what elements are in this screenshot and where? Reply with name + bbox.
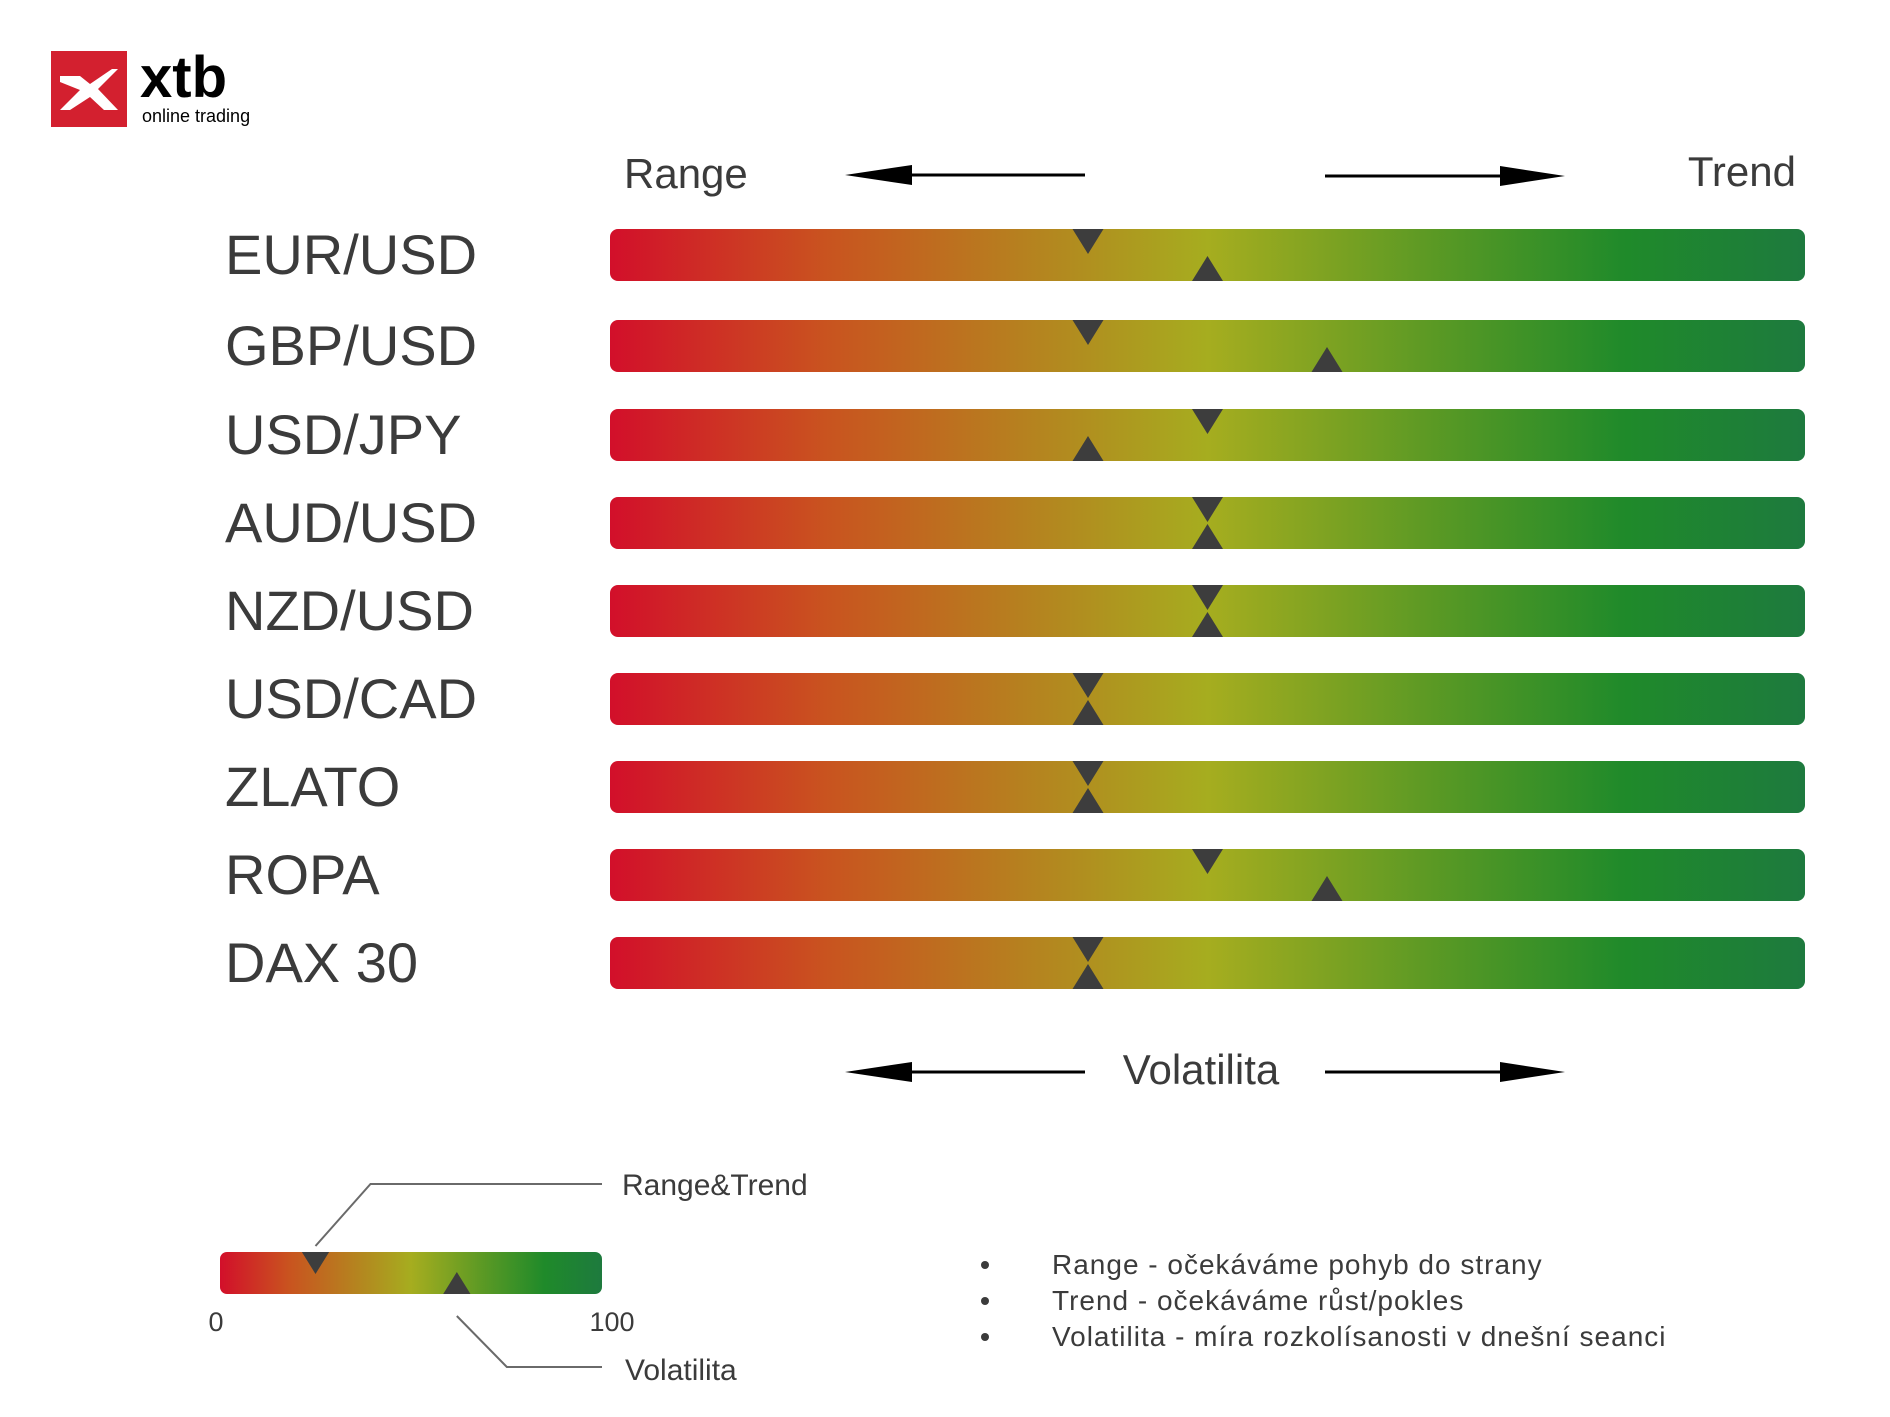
note-bullet-2 bbox=[981, 1297, 989, 1305]
header-right-arrow bbox=[1325, 166, 1565, 186]
legend-volatility-marker bbox=[443, 1272, 471, 1294]
logo-x-icon bbox=[60, 69, 118, 110]
legend-volatility-label: Volatilita bbox=[625, 1354, 737, 1387]
legend-range-trend-leader-line bbox=[314, 1183, 602, 1247]
legend-range-trend-marker bbox=[301, 1252, 330, 1274]
gradient-bar bbox=[610, 409, 1805, 461]
note-bullet-3 bbox=[981, 1333, 989, 1341]
range-header-label: Range bbox=[624, 150, 748, 197]
legend-max-label: 100 bbox=[589, 1307, 634, 1337]
volatility-marker bbox=[1311, 347, 1343, 372]
header-left-arrow bbox=[845, 165, 1085, 185]
volatility-marker bbox=[1072, 700, 1104, 725]
note-bullet-1 bbox=[981, 1261, 989, 1269]
range-trend-marker bbox=[1192, 409, 1223, 434]
gradient-bar bbox=[610, 673, 1805, 725]
xtb-logo: xtb online trading bbox=[51, 45, 250, 127]
legend-range-trend-label: Range&Trend bbox=[622, 1169, 808, 1202]
instrument-label: NZD/USD bbox=[225, 579, 474, 642]
instrument-row: USD/CAD bbox=[225, 667, 1805, 730]
gradient-bar bbox=[610, 761, 1805, 813]
range-trend-marker bbox=[1072, 937, 1104, 962]
gradient-bar bbox=[610, 497, 1805, 549]
instrument-row: EUR/USD bbox=[225, 223, 1805, 286]
instrument-label: USD/CAD bbox=[225, 667, 477, 730]
instrument-label: ROPA bbox=[225, 843, 380, 906]
gradient-bar bbox=[610, 320, 1805, 372]
gradient-bar bbox=[610, 229, 1805, 281]
legend: 0 100 Range&Trend Volatilita bbox=[208, 1169, 807, 1387]
instrument-label: ZLATO bbox=[225, 755, 400, 818]
volatility-axis-label: Volatilita bbox=[1123, 1046, 1280, 1093]
volatility-marker bbox=[1311, 876, 1343, 901]
note-trend: Trend - očekáváme růst/pokles bbox=[1052, 1285, 1464, 1316]
instrument-label: AUD/USD bbox=[225, 491, 477, 554]
instrument-label: USD/JPY bbox=[225, 403, 462, 466]
instrument-label: EUR/USD bbox=[225, 223, 477, 286]
volatility-marker bbox=[1192, 524, 1223, 549]
instrument-row: NZD/USD bbox=[225, 579, 1805, 642]
range-trend-marker bbox=[1072, 229, 1104, 254]
range-trend-marker bbox=[1192, 497, 1223, 522]
range-trend-marker bbox=[1072, 761, 1104, 786]
legend-gradient-bar bbox=[220, 1252, 602, 1294]
volatility-marker bbox=[1192, 256, 1223, 281]
instrument-row: ZLATO bbox=[225, 755, 1805, 818]
range-trend-marker bbox=[1192, 849, 1223, 874]
note-volatility: Volatilita - míra rozkolísanosti v dnešn… bbox=[1052, 1321, 1666, 1352]
volatility-marker bbox=[1192, 612, 1223, 637]
instrument-label: DAX 30 bbox=[225, 931, 418, 994]
gradient-bar bbox=[610, 849, 1805, 901]
instrument-row: ROPA bbox=[225, 843, 1805, 906]
gradient-bar bbox=[610, 937, 1805, 989]
volatility-marker bbox=[1072, 436, 1104, 461]
instrument-row: DAX 30 bbox=[225, 931, 1805, 994]
note-range: Range - očekáváme pohyb do strany bbox=[1052, 1249, 1543, 1280]
volatility-marker bbox=[1072, 964, 1104, 989]
notes-list: Range - očekáváme pohyb do strany Trend … bbox=[981, 1249, 1666, 1352]
trend-header-label: Trend bbox=[1688, 148, 1796, 195]
range-trend-marker bbox=[1192, 585, 1223, 610]
legend-volatility-leader-line bbox=[456, 1315, 602, 1368]
instrument-row: USD/JPY bbox=[225, 403, 1805, 466]
logo-tagline: online trading bbox=[142, 106, 250, 126]
instrument-rows: EUR/USD GBP/USD USD/JPY AUD/USD NZD/USD USD/C… bbox=[225, 223, 1805, 994]
legend-min-label: 0 bbox=[208, 1307, 223, 1337]
instrument-label: GBP/USD bbox=[225, 314, 477, 377]
volatility-marker bbox=[1072, 788, 1104, 813]
gradient-bar bbox=[610, 585, 1805, 637]
logo-brand: xtb bbox=[140, 45, 227, 110]
instrument-row: AUD/USD bbox=[225, 491, 1805, 554]
instrument-row: GBP/USD bbox=[225, 314, 1805, 377]
range-trend-marker bbox=[1072, 673, 1104, 698]
bottom-left-arrow bbox=[845, 1062, 1085, 1082]
range-trend-marker bbox=[1072, 320, 1104, 345]
bottom-right-arrow bbox=[1325, 1062, 1565, 1082]
